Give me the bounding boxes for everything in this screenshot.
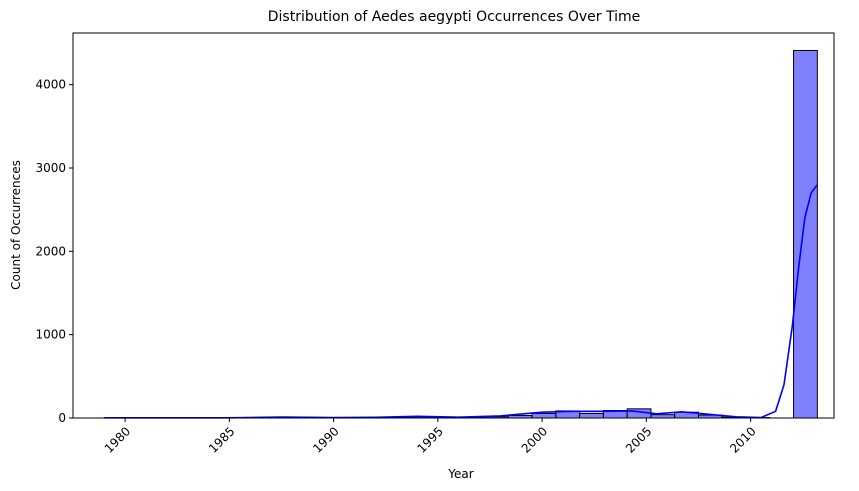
- plot-area: [72, 32, 835, 419]
- x-tick-label: 1985: [206, 424, 237, 455]
- x-tick-label: 2010: [727, 424, 758, 455]
- histogram-bar: [531, 412, 557, 419]
- x-tick-label: 1990: [310, 424, 341, 455]
- x-tick-label: 2000: [519, 424, 550, 455]
- y-tick-label: 4000: [35, 78, 66, 92]
- kde-line: [104, 184, 818, 419]
- x-axis: 1980 1985 1990 1995 2000 2005 2010: [102, 418, 759, 456]
- chart-title: Distribution of Aedes aegypti Occurrence…: [268, 9, 641, 25]
- y-axis-title: Count of Occurrences: [9, 160, 23, 290]
- x-tick-label: 1995: [414, 424, 445, 455]
- y-tick-label: 2000: [35, 244, 66, 258]
- plot-frame: [72, 32, 835, 419]
- y-tick-label: 3000: [35, 161, 66, 175]
- y-axis: 0 1000 2000 3000 4000: [35, 78, 73, 425]
- histogram-bar: [793, 50, 818, 419]
- x-axis-title: Year: [447, 467, 473, 481]
- x-tick-label: 2005: [623, 424, 654, 455]
- histogram-bar: [579, 412, 604, 419]
- x-tick-label: 1980: [102, 424, 133, 455]
- y-tick-label: 1000: [35, 328, 66, 342]
- y-tick-label: 0: [58, 411, 66, 425]
